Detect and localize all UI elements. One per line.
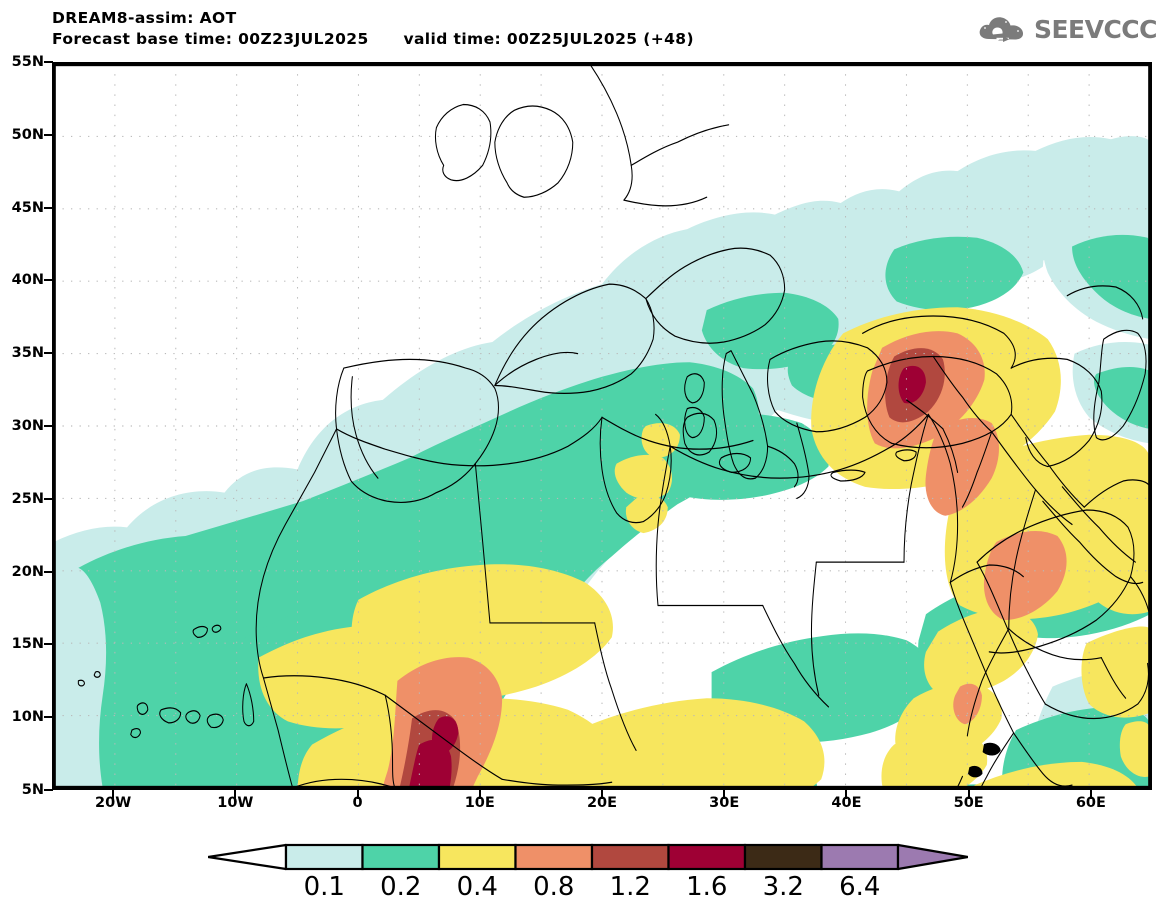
map-plot-area	[52, 62, 1152, 790]
x-axis-label: 60E	[1075, 795, 1106, 811]
colorbar-cell	[667, 843, 747, 871]
y-axis-label: 10N	[11, 709, 44, 726]
y-axis-label: 20N	[11, 563, 44, 580]
colorbar-cell	[590, 843, 670, 871]
title-block: DREAM8-assim: AOT Forecast base time: 00…	[52, 8, 694, 50]
y-axis-tick	[44, 352, 53, 355]
colorbar-label: 1.6	[686, 872, 728, 902]
x-axis-label: 40E	[831, 795, 862, 811]
y-axis-tick	[44, 425, 53, 427]
x-axis-tick	[601, 790, 603, 799]
x-axis-tick	[723, 790, 726, 799]
colorbar-label: 6.4	[839, 872, 881, 902]
colorbar-cell	[514, 843, 594, 871]
y-axis-label: 15N	[11, 636, 44, 653]
x-axis-label: 20E	[586, 795, 618, 811]
x-axis-label: 20W	[95, 795, 132, 811]
colorbar-label: 0.2	[380, 872, 422, 902]
colorbar-over-arrow	[896, 843, 968, 871]
y-axis-label: 40N	[11, 272, 44, 289]
y-axis-tick	[44, 643, 53, 646]
colorbar-cell	[820, 843, 900, 871]
x-axis-label: 0	[352, 795, 363, 811]
y-axis-label: 35N	[11, 345, 44, 362]
cloud-icon	[979, 17, 1023, 42]
x-axis-tick	[845, 790, 848, 799]
aot-contour-map	[54, 64, 1150, 788]
y-axis-label: 5N	[21, 782, 44, 798]
colorbar-label: 1.2	[609, 872, 651, 902]
y-axis-tick	[44, 279, 53, 282]
forecast-time-line: Forecast base time: 00Z23JUL2025 valid t…	[52, 30, 694, 48]
y-axis-tick	[44, 570, 53, 573]
model-title: DREAM8-assim: AOT	[52, 9, 237, 27]
y-axis-tick	[44, 206, 53, 209]
y-axis-tick	[44, 133, 53, 136]
x-axis-label: 10W	[217, 795, 254, 811]
x-axis-tick	[112, 790, 115, 799]
colorbar-label: 0.4	[456, 872, 498, 902]
seevccc-logo: SEEVCCC	[976, 14, 1158, 44]
colorbar-cell	[284, 843, 364, 871]
x-axis-tick	[1089, 790, 1092, 799]
colorbar-swatches	[208, 843, 968, 871]
logo-text: SEEVCCC	[1033, 14, 1158, 44]
y-axis-tick	[44, 789, 53, 791]
colorbar-label: 0.8	[533, 872, 575, 902]
colorbar-cell	[437, 843, 517, 871]
x-axis-tick	[234, 790, 237, 799]
y-axis-tick	[44, 61, 53, 63]
x-axis-tick	[967, 790, 970, 799]
colorbar-label: 0.1	[303, 872, 345, 902]
x-axis-label: 30E	[709, 795, 740, 811]
y-axis-label: 50N	[11, 126, 44, 143]
colorbar: 0.1 0.2 0.4 0.8 1.2 1.6 3.2 6.4	[0, 838, 1165, 905]
header: DREAM8-assim: AOT Forecast base time: 00…	[0, 0, 1165, 60]
coastlines-and-borders	[77, 64, 1150, 788]
x-axis-tick	[356, 790, 359, 799]
y-axis-tick	[44, 716, 53, 719]
colorbar-under-arrow	[208, 843, 288, 871]
y-axis-label: 55N	[11, 54, 44, 70]
colorbar-cell	[361, 843, 441, 871]
y-axis-tick	[44, 497, 53, 500]
colorbar-label: 3.2	[762, 872, 804, 902]
x-axis-label: 10E	[464, 795, 495, 811]
y-axis-label: 45N	[11, 199, 44, 216]
x-axis-label: 50E	[953, 795, 984, 811]
contour-fills	[54, 136, 1150, 788]
colorbar-cell	[743, 843, 823, 871]
x-axis-tick	[478, 790, 481, 799]
y-axis-label: 25N	[11, 490, 44, 507]
y-axis-label: 30N	[11, 418, 44, 434]
